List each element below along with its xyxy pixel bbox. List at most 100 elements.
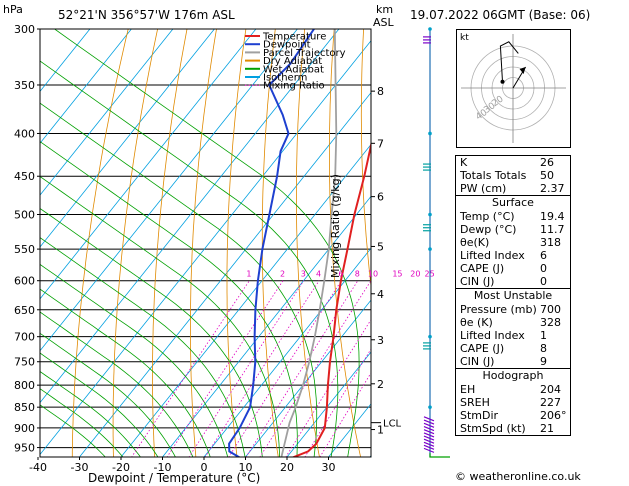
- dry-adiabat-line: [599, 29, 629, 459]
- index-label: CIN (J): [460, 275, 495, 288]
- isotherm-line: [40, 29, 340, 404]
- wet-adiabat-line: [40, 263, 229, 457]
- index-row: CIN (J) 0: [456, 275, 570, 288]
- legend-label: Temperature: [262, 32, 326, 43]
- wet-adiabat-line: [40, 207, 263, 457]
- index-value: 21: [540, 422, 554, 435]
- index-value: 700: [540, 303, 561, 316]
- isotherm-line: [203, 247, 371, 457]
- altitude-tick-label: 1: [377, 424, 384, 437]
- wet-adiabat-line: [40, 371, 141, 457]
- altitude-tick-label: 4: [377, 288, 384, 301]
- wet-adiabat-line: [40, 388, 124, 457]
- index-label: CAPE (J): [460, 262, 505, 275]
- pressure-tick-label: 850: [14, 401, 35, 414]
- mixing-ratio-line: [166, 280, 284, 457]
- index-row: K 26: [456, 156, 570, 169]
- most-unstable-title: Most Unstable: [473, 289, 553, 302]
- stability-indices-box: K 26 Totals Totals 50 PW (cm) 2.37: [455, 155, 571, 196]
- temperature-tick-label: -30: [71, 461, 89, 474]
- dry-adiabat-line: [360, 29, 371, 290]
- storm-motion-arrowhead: [519, 67, 526, 74]
- index-row: Dewp (°C) 11.7: [456, 223, 570, 236]
- index-value: 204: [540, 383, 561, 396]
- dry-adiabat-line: [570, 29, 629, 459]
- wet-adiabat-line: [40, 352, 159, 457]
- isotherm-line: [40, 29, 215, 248]
- pressure-tick-label: 500: [14, 208, 35, 221]
- wet-adiabat-line: [40, 332, 176, 457]
- index-row: SREH 227: [456, 396, 570, 409]
- wet-adiabat-line: [40, 311, 194, 457]
- surface-box: Surface Temp (°C) 19.4 Dewp (°C) 11.7 θe(K) 3…: [455, 195, 571, 289]
- index-row: CAPE (J) 8: [456, 342, 570, 355]
- wind-level-dot: [428, 27, 432, 31]
- pressure-tick-label: 350: [14, 79, 35, 92]
- legend-label: Isotherm: [263, 73, 307, 84]
- axes: 1234681015202530035040045050055060065070…: [14, 23, 435, 474]
- mixing-ratio-axis-label: Mixing Ratio (g/kg): [329, 174, 342, 278]
- mixing-ratio-label: 2: [280, 270, 285, 279]
- isotherm-line: [162, 195, 371, 457]
- profile-lines: [228, 29, 371, 457]
- index-row: CAPE (J) 0: [456, 262, 570, 275]
- index-value: 19.4: [540, 210, 565, 223]
- mixing-ratio-label: 6: [338, 270, 343, 279]
- mixing-ratio-label: 15: [392, 270, 402, 279]
- dry-adiabat-line: [112, 29, 158, 457]
- wet-adiabat-line: [40, 175, 281, 457]
- mixing-ratio-label: 20: [410, 270, 420, 279]
- temperature-tick-label: -20: [112, 461, 130, 474]
- index-value: 0: [540, 275, 547, 288]
- isotherm-line: [40, 29, 298, 352]
- index-value: 8: [540, 342, 547, 355]
- index-row: PW (cm) 2.37: [456, 182, 570, 195]
- index-row: Lifted Index 1: [456, 329, 570, 342]
- wind-barb: [423, 441, 435, 447]
- background-lines: [40, 29, 629, 459]
- temperature-tick-label: 20: [280, 461, 294, 474]
- isotherm-line: [40, 40, 371, 456]
- temperature-tick-label: -10: [154, 461, 172, 474]
- index-value: 318: [540, 236, 561, 249]
- index-value: 50: [540, 169, 554, 182]
- temperature-tick-label: 10: [239, 461, 253, 474]
- index-label: K: [460, 156, 468, 169]
- wind-barb: [423, 444, 435, 450]
- index-label: Lifted Index: [460, 329, 525, 342]
- pressure-tick-label: 550: [14, 243, 35, 256]
- index-value: 26: [540, 156, 554, 169]
- dry-adiabat-line: [189, 29, 217, 457]
- hodograph-indices-box: Hodograph EH 204 SREH 227 StmDir 206° StmSpd (…: [455, 368, 571, 436]
- mixing-ratio-line: [319, 372, 371, 457]
- most-unstable-box: Most Unstable Pressure (mb) 700 θe (K) 328 L…: [455, 288, 571, 369]
- dry-adiabat-line: [261, 29, 279, 457]
- hodograph-surface-dot: [500, 79, 505, 84]
- pressure-tick-label: 300: [14, 23, 35, 36]
- legend-label: Dry Adiabat: [263, 56, 322, 67]
- mixing-ratio-label: 4: [316, 270, 321, 279]
- index-value: 0: [540, 262, 547, 275]
- mixing-ratio-line: [245, 280, 359, 457]
- wet-adiabat-line: [40, 288, 211, 457]
- index-row: Totals Totals 50: [456, 169, 570, 182]
- index-value: 328: [540, 316, 561, 329]
- index-row: θe (K) 328: [456, 316, 570, 329]
- temperature-tick-label: -40: [29, 461, 47, 474]
- index-value: 1: [540, 329, 547, 342]
- index-label: Dewp (°C): [460, 223, 517, 236]
- km-label: km: [376, 3, 394, 16]
- wind-barb: [423, 429, 435, 435]
- mixing-ratio-label: 10: [368, 270, 378, 279]
- dry-adiabat-line: [226, 29, 247, 457]
- surface-title: Surface: [492, 196, 534, 209]
- dewpoint-line: [228, 29, 315, 457]
- index-label: θe (K): [460, 316, 493, 329]
- wind-barb: [423, 425, 435, 432]
- mixing-ratio-line: [304, 348, 371, 457]
- dry-adiabat-line: [295, 29, 320, 457]
- location-title: 52°21'N 356°57'W 176m ASL: [58, 8, 235, 22]
